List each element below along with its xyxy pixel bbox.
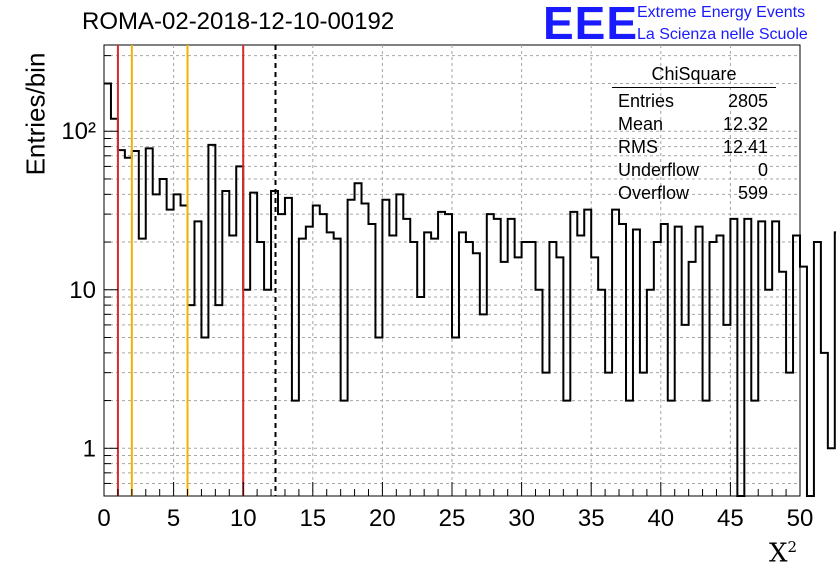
- x-tick-label: 40: [647, 505, 674, 532]
- stats-value: 0: [757, 160, 768, 180]
- stats-row: Overflow 599: [612, 182, 776, 205]
- x-tick-label: 35: [578, 505, 605, 532]
- x-tick-label: 15: [299, 505, 326, 532]
- eee-logo-line-2: La Scienza nelle Scuole: [637, 26, 808, 43]
- y-tick-label: 10²: [61, 118, 96, 145]
- x-tick-label: 10: [230, 505, 257, 532]
- stats-value: 2805: [727, 91, 768, 111]
- y-axis-label: Entries/bin: [20, 52, 51, 176]
- stats-label: Overflow: [618, 183, 690, 203]
- x-axis-label: X2: [769, 538, 798, 569]
- y-tick-label: 1: [83, 435, 96, 462]
- x-tick-label: 20: [369, 505, 396, 532]
- histogram-series: [104, 82, 836, 497]
- stats-label: Entries: [618, 91, 675, 111]
- stats-row: Underflow 0: [612, 159, 776, 182]
- stats-value: 12.41: [722, 137, 768, 157]
- marker-lines-layer: [116, 45, 277, 496]
- chart-title: ROMA-02-2018-12-10-00192: [82, 8, 395, 35]
- stats-value: 12.32: [722, 114, 768, 134]
- x-tick-label: 30: [508, 505, 535, 532]
- eee-logo: EEE: [543, 0, 639, 49]
- stats-row: Mean 12.32: [612, 113, 776, 136]
- stats-label: Mean: [618, 114, 664, 134]
- x-tick-label: 45: [717, 505, 744, 532]
- stats-title: ChiSquare: [612, 64, 776, 88]
- x-tick-label: 25: [439, 505, 466, 532]
- eee-logo-line-1: Extreme Energy Events: [637, 4, 806, 21]
- stats-value: 599: [737, 183, 768, 203]
- series-layer: [104, 82, 836, 497]
- stats-label: Underflow: [618, 160, 700, 180]
- axis-layer: 0 5 10 15 20 25 30 35 40 45 50 1 10 10²: [61, 55, 814, 532]
- y-tick-label: 10: [69, 277, 96, 304]
- x-tick-label: 5: [167, 505, 180, 532]
- stats-row: RMS 12.41: [612, 136, 776, 159]
- stats-label: RMS: [618, 137, 658, 157]
- x-tick-label: 0: [97, 505, 110, 532]
- stats-row: Entries 2805: [612, 90, 776, 113]
- x-tick-label: 50: [787, 505, 814, 532]
- stats-box: ChiSquare Entries 2805 Mean 12.32 RMS 12.41…: [612, 64, 776, 205]
